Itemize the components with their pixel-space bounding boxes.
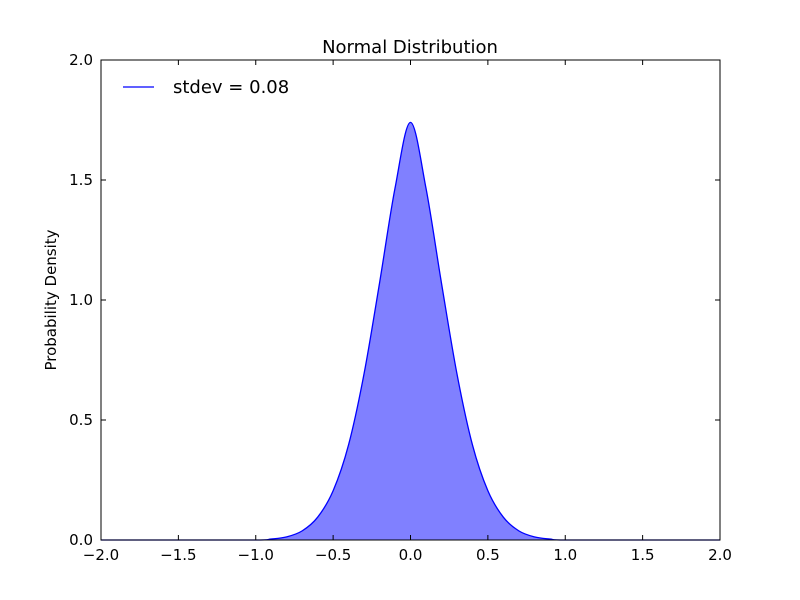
x-tick-label: 0.5 bbox=[476, 546, 500, 564]
plot-area bbox=[100, 59, 721, 541]
x-tick-label: −2.0 bbox=[83, 546, 119, 564]
y-axis: 0.0 0.5 1.0 1.5 2.0 bbox=[69, 51, 720, 549]
x-tick-label: −1.0 bbox=[238, 546, 274, 564]
y-tick-label: 1.5 bbox=[69, 171, 93, 189]
density-area-fill bbox=[101, 122, 720, 541]
y-axis-label: Probability Density bbox=[42, 229, 60, 370]
x-tick-label: 1.5 bbox=[631, 546, 655, 564]
x-tick-label: 1.0 bbox=[553, 546, 577, 564]
legend-label: stdev = 0.08 bbox=[173, 77, 289, 98]
y-tick-label: 2.0 bbox=[69, 51, 93, 69]
x-tick-label: 0.0 bbox=[399, 546, 423, 564]
x-tick-label: −0.5 bbox=[315, 546, 351, 564]
y-tick-label: 0.0 bbox=[69, 531, 93, 549]
y-tick-label: 1.0 bbox=[69, 291, 93, 309]
x-tick-label: 2.0 bbox=[708, 546, 732, 564]
x-axis: −2.0 −1.5 −1.0 −0.5 0.0 0.5 1.0 1.5 2.0 bbox=[83, 60, 732, 564]
density-line bbox=[101, 121, 720, 541]
x-tick-label: −1.5 bbox=[160, 546, 196, 564]
chart-title: Normal Distribution bbox=[322, 37, 498, 58]
y-tick-label: 0.5 bbox=[69, 411, 93, 429]
legend: stdev = 0.08 bbox=[123, 77, 289, 98]
